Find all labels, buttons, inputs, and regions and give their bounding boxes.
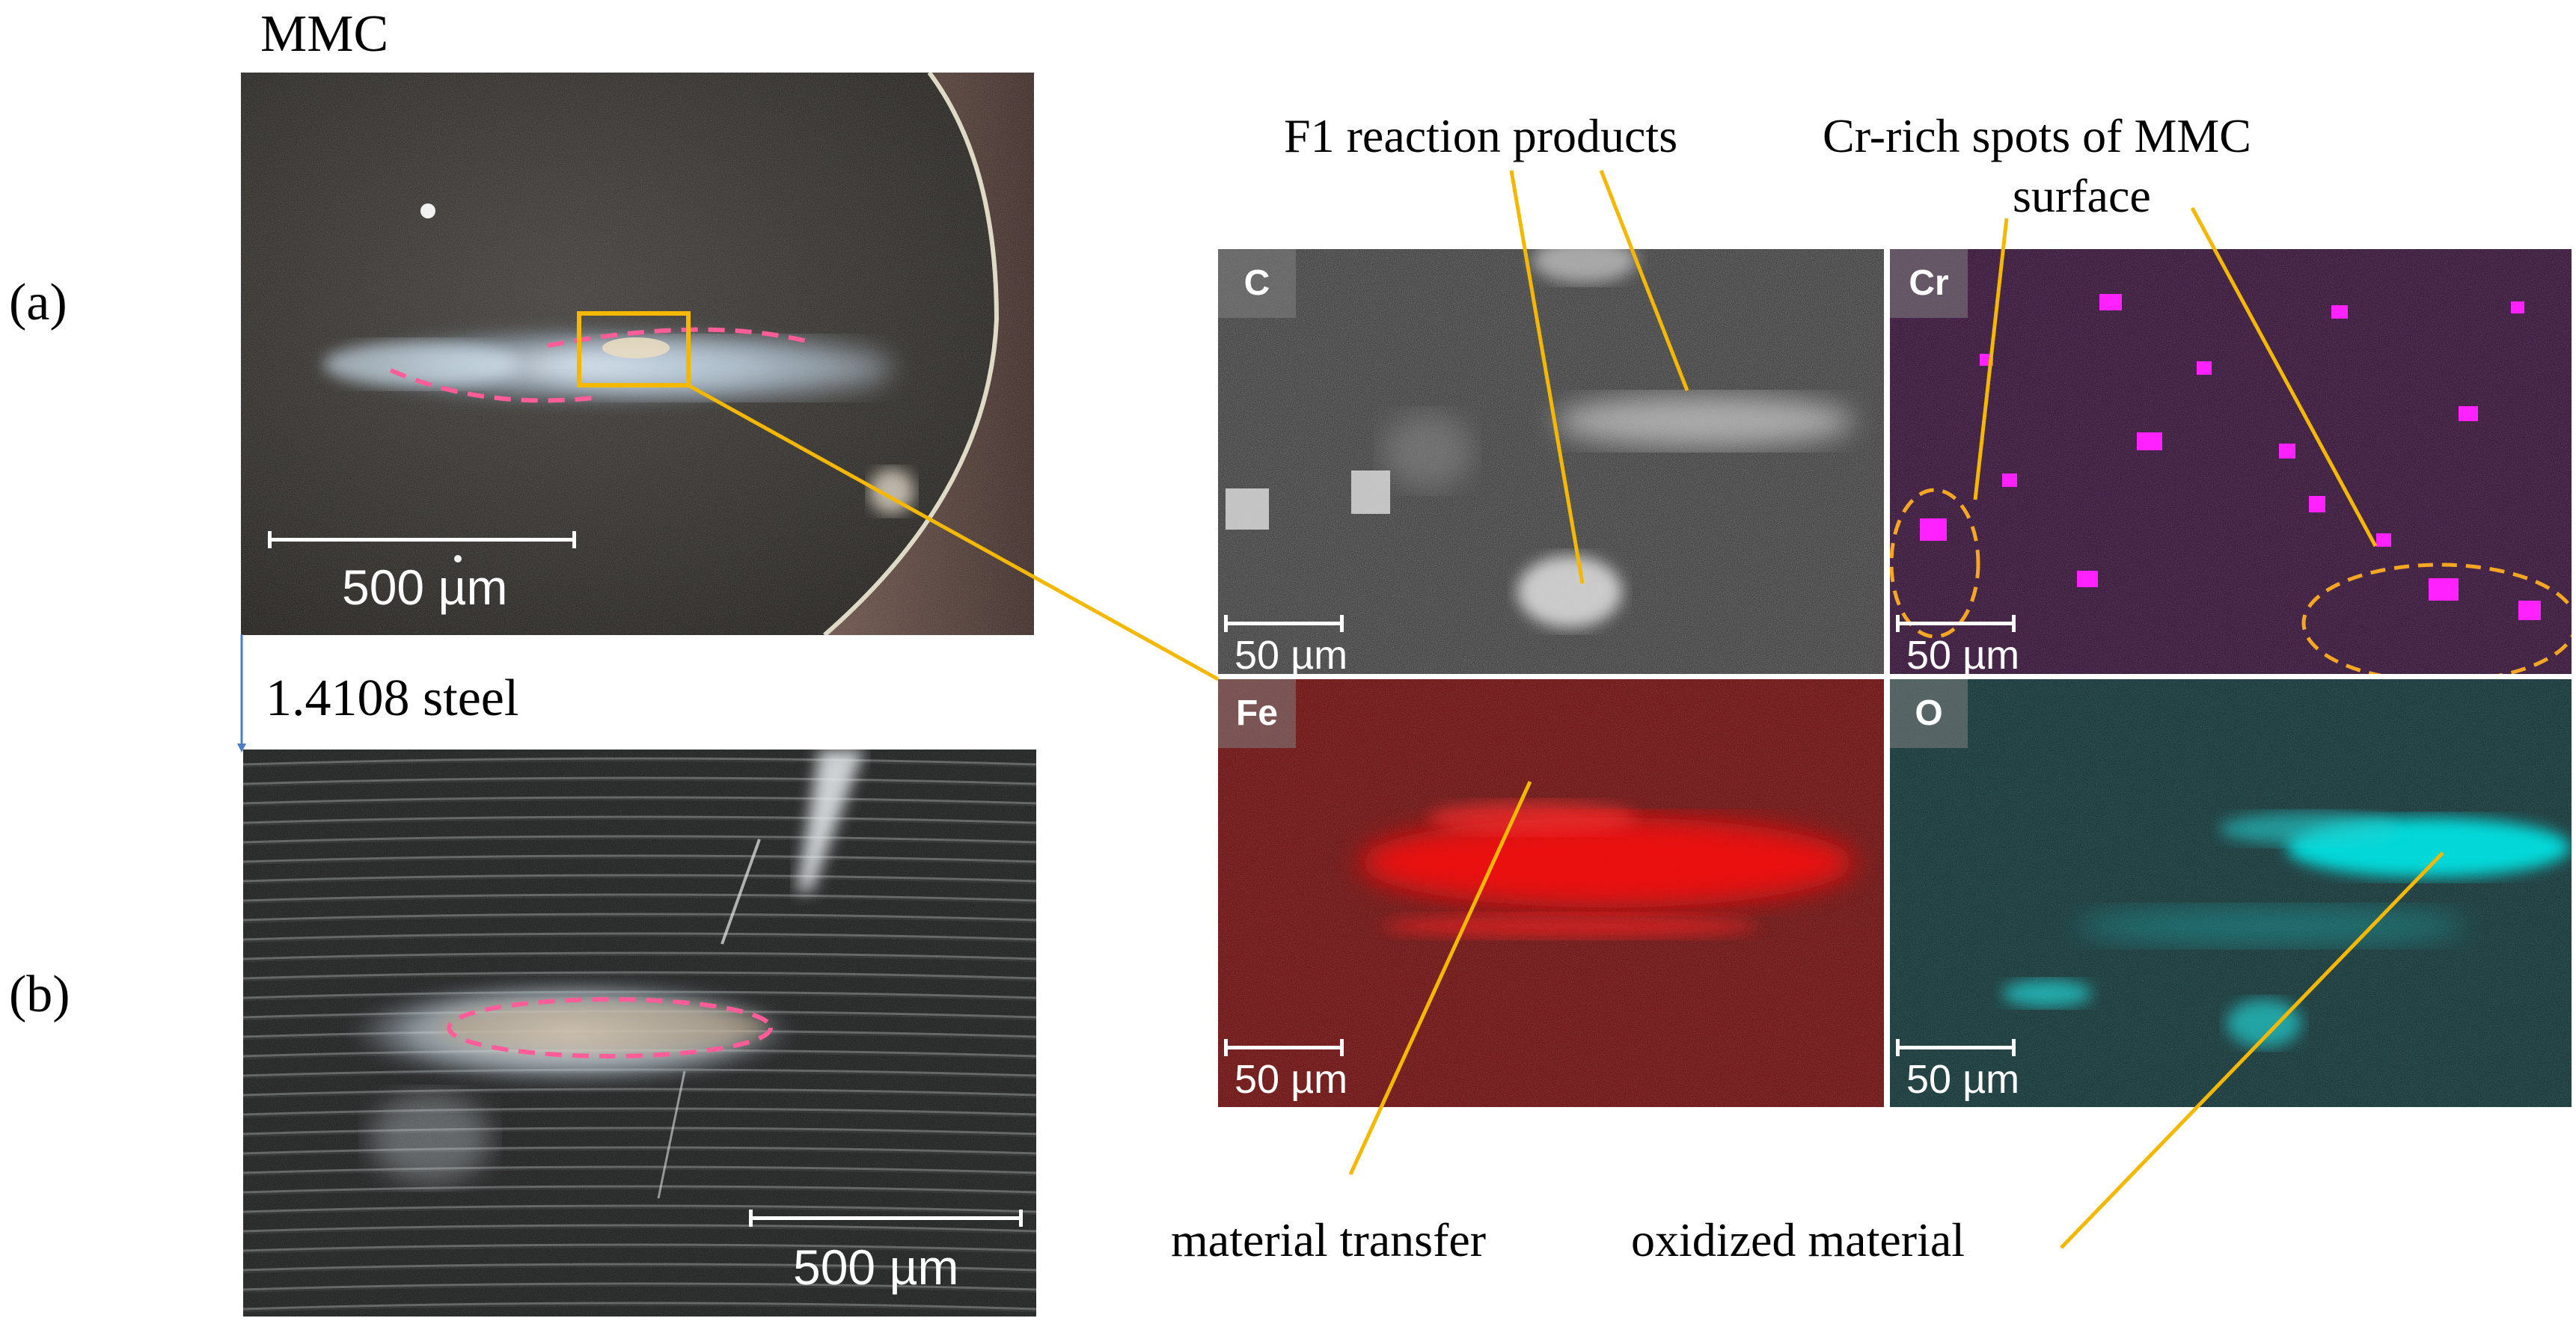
steel-micrograph: 500 µm [243, 750, 1036, 1317]
scale-label-cr: 50 µm [1906, 633, 2020, 674]
scale-label-a: 500 µm [342, 560, 508, 615]
map-tag-o: O [1890, 679, 1968, 748]
scale-bar-c [1224, 615, 1344, 632]
map-tag-cr: Cr [1890, 249, 1968, 318]
eds-map-cr: Cr 50 µm [1890, 249, 2572, 674]
scale-bar-fe [1224, 1039, 1344, 1056]
panel-b-letter: (b) [9, 966, 70, 1023]
eds-map-c-image [1218, 249, 1884, 674]
eds-map-o-image [1890, 679, 2572, 1107]
eds-map-fe: Fe 50 µm [1218, 679, 1884, 1107]
highlight-box [577, 311, 691, 387]
annotation-f1-reaction-products: F1 reaction products [1284, 109, 1678, 162]
annotation-oxidized-material: oxidized material [1631, 1213, 1965, 1266]
map-tag-c: C [1218, 249, 1296, 318]
scale-label-fe: 50 µm [1235, 1057, 1348, 1102]
scale-bar-b [749, 1210, 1023, 1227]
annotation-material-transfer: material transfer [1171, 1213, 1487, 1266]
scale-label-b: 500 µm [793, 1239, 959, 1295]
scale-label-c: 50 µm [1235, 633, 1348, 674]
annotation-cr-rich-spots-line1: Cr-rich spots of MMC [1823, 109, 2251, 162]
mmc-micrograph: 500 µm [241, 73, 1034, 635]
steel-micrograph-image [243, 750, 1036, 1317]
annotation-cr-rich-spots-line2: surface [2013, 169, 2151, 222]
panel-a-letter: (a) [9, 274, 67, 331]
eds-map-cr-image [1890, 249, 2572, 674]
scale-bar-a [268, 531, 576, 548]
mmc-micrograph-image [241, 73, 1034, 635]
scale-bar-o [1896, 1039, 2016, 1056]
eds-map-o: O 50 µm [1890, 679, 2572, 1107]
panel-b-heading: 1.4108 steel [266, 669, 519, 727]
divider-arrow [237, 634, 246, 753]
scale-label-o: 50 µm [1906, 1057, 2020, 1102]
scale-bar-cr [1896, 615, 2016, 632]
eds-map-fe-image [1218, 679, 1884, 1107]
panel-a-heading: MMC [260, 5, 389, 63]
map-tag-fe: Fe [1218, 679, 1296, 748]
eds-map-c: C 50 µm [1218, 249, 1884, 674]
